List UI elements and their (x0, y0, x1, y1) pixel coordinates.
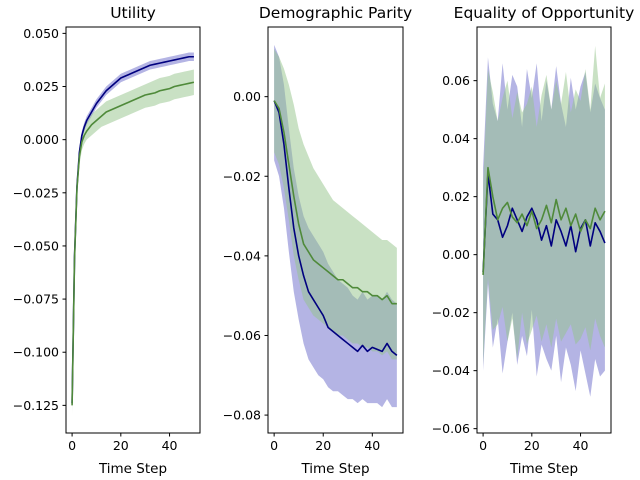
plot-area (273, 44, 398, 408)
x-tick-label: 0 (479, 438, 487, 453)
axes-frame (476, 26, 612, 434)
plot-area (482, 45, 606, 397)
x-tick-label: 20 (113, 438, 129, 453)
x-axis-label: Time Step (300, 461, 369, 477)
series-line-green (273, 100, 397, 305)
confidence-band-green (483, 45, 605, 365)
chart-title: Demographic Parity (259, 4, 412, 22)
y-tick-label: 0.02 (442, 189, 470, 204)
x-tick-label: 40 (162, 438, 178, 453)
y-tick-label: −0.04 (223, 248, 261, 263)
y-tick-label: −0.06 (432, 421, 470, 436)
y-tick-label: −0.04 (432, 363, 470, 378)
y-tick-label: −0.08 (223, 408, 261, 423)
y-tick-label: −0.02 (432, 305, 470, 320)
chart-title: Equality of Opportunity (454, 4, 635, 22)
series-line-green (71, 81, 195, 406)
confidence-band-green (72, 69, 194, 414)
chart-panel-3: 0 20 40 −0.06 −0.04 −0.02 0.00 0.02 0.04 0.06 Equa… (432, 4, 635, 477)
y-tick-label: −0.125 (13, 398, 59, 413)
x-axis-label: Time Step (98, 461, 167, 477)
y-tick-label: −0.025 (13, 185, 59, 200)
x-tick-label: 40 (573, 438, 589, 453)
y-tick-label: −0.050 (13, 238, 59, 253)
axes-frame (267, 26, 404, 434)
plot-area (71, 52, 195, 414)
series-line-blue (273, 100, 398, 357)
y-tick-label: 0.06 (442, 73, 470, 88)
x-tick-label: 0 (68, 438, 76, 453)
chart-panel-1: 0 20 40 −0.125 −0.100 −0.075 −0.050 −0.025 0.000… (13, 4, 201, 477)
y-tick-label: −0.02 (223, 169, 261, 184)
y-tick-label: −0.075 (13, 292, 59, 307)
x-tick-label: 20 (524, 438, 540, 453)
y-tick-label: 0.00 (233, 89, 261, 104)
y-tick-label: −0.100 (13, 345, 59, 360)
y-tick-label: 0.050 (23, 26, 59, 41)
series-line-green (482, 166, 606, 275)
x-tick-label: 20 (315, 438, 331, 453)
x-tick-label: 40 (364, 438, 380, 453)
chart-title: Utility (110, 4, 156, 22)
y-tick-label: 0.04 (442, 131, 470, 146)
x-tick-label: 0 (270, 438, 278, 453)
axes-frame (65, 26, 201, 434)
y-tick-label: 0.025 (23, 79, 59, 94)
y-tick-label: 0.000 (23, 132, 59, 147)
series-line-blue (71, 55, 194, 404)
x-axis-label: Time Step (509, 461, 578, 477)
chart-panel-2: 0 20 40 −0.08 −0.06 −0.04 −0.02 0.00 Demographic… (223, 4, 412, 477)
y-tick-label: 0.00 (442, 247, 470, 262)
y-tick-label: −0.06 (223, 328, 261, 343)
confidence-band-green (274, 48, 397, 360)
